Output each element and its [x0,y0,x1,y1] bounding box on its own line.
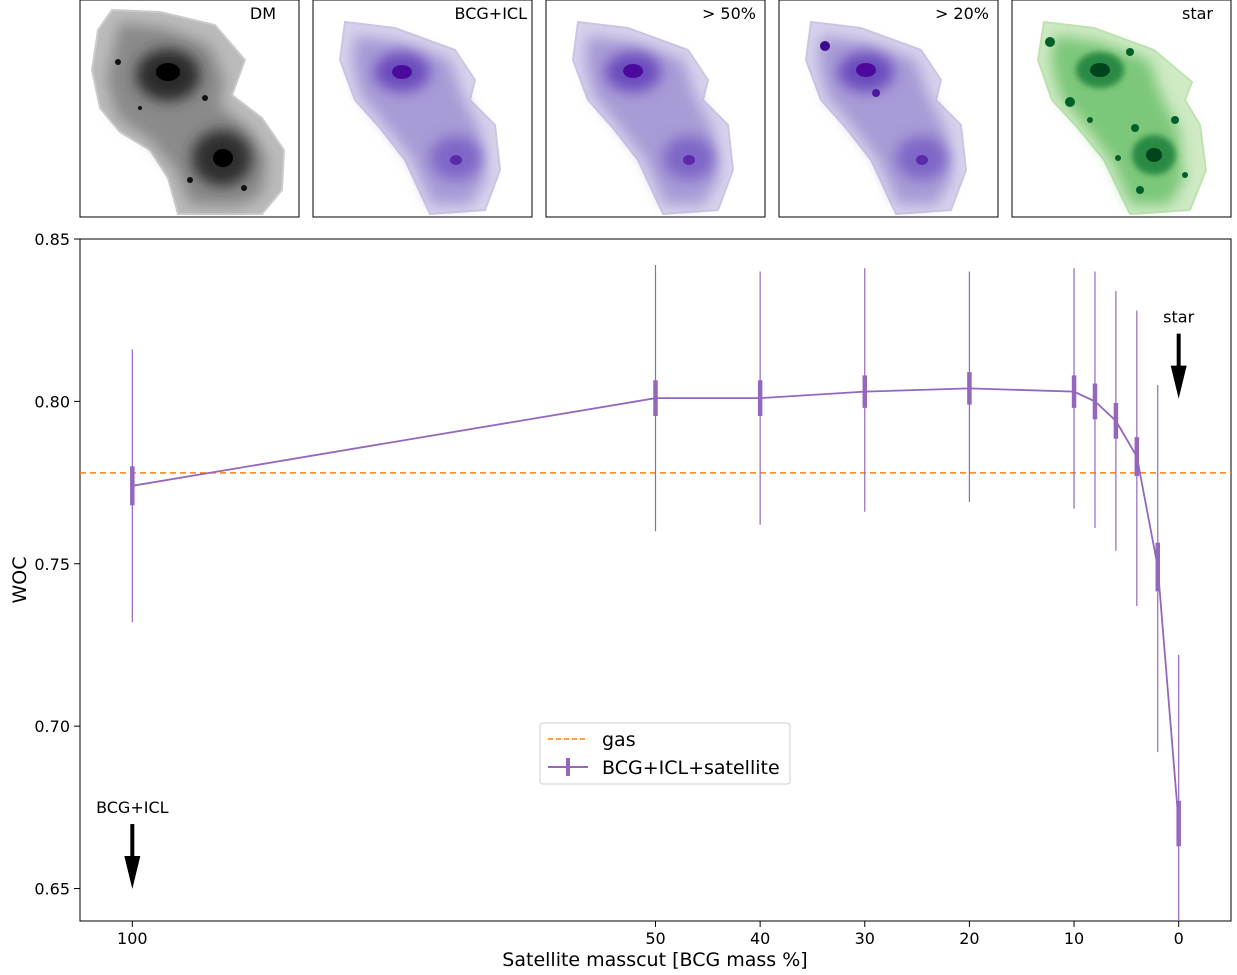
panel-dm: DM [79,0,300,218]
x-tick-label: 0 [1174,929,1184,948]
x-tick-label: 50 [645,929,665,948]
y-tick-label: 0.85 [34,230,70,249]
masscut-50-map-image [571,20,735,216]
y-tick-label: 0.80 [34,392,70,411]
annotations: star BCG+ICL [96,308,1195,890]
legend: gas BCG+ICL+satellite [539,722,791,785]
y-tick-label: 0.75 [34,555,70,574]
x-tick-label: 20 [959,929,979,948]
x-tick-label: 10 [1064,929,1084,948]
annotation-label: star [1163,308,1194,327]
panel-20-percent: > 20% [778,0,999,218]
down-arrow-icon [1170,365,1187,399]
panel-star: star [1011,0,1232,218]
down-arrow-icon [124,856,141,890]
y-axis-label: WOC [9,556,31,603]
x-tick-label: 30 [855,929,875,948]
series [130,264,1181,921]
y-tick-label: 0.70 [34,717,70,736]
y-tick-label: 0.65 [34,880,70,899]
panel-label: DM [250,4,276,23]
legend-gas-label: gas [602,729,636,751]
masscut-20-map-image [804,20,968,216]
dm-map-image [90,8,286,215]
main-plot: 100 50 40 30 20 10 00.650.700.750.800.85 starB… [9,230,1232,971]
x-tick-label: 100 [117,929,148,948]
annotation-label: BCG+ICL [96,798,169,817]
panel-label: > 50% [702,4,756,23]
axes: 100 50 40 30 20 10 00.650.700.750.800.85 [34,230,1183,948]
panel-label: BCG+ICL [455,4,528,23]
series-line [132,387,1180,824]
x-axis-label: Satellite masscut [BCG mass %] [502,949,807,971]
thumbnail-panels: DM BCG+ICL [79,0,1232,218]
panel-bcg-icl: BCG+ICL [312,0,533,218]
legend-box [539,722,791,785]
panel-50-percent: > 50% [545,0,766,218]
panel-label: star [1182,4,1213,23]
x-tick-label: 40 [750,929,770,948]
star-map-image [1036,20,1208,216]
legend-series-label: BCG+ICL+satellite [602,757,780,779]
bcg-icl-map-image [338,20,502,216]
panel-label: > 20% [935,4,989,23]
